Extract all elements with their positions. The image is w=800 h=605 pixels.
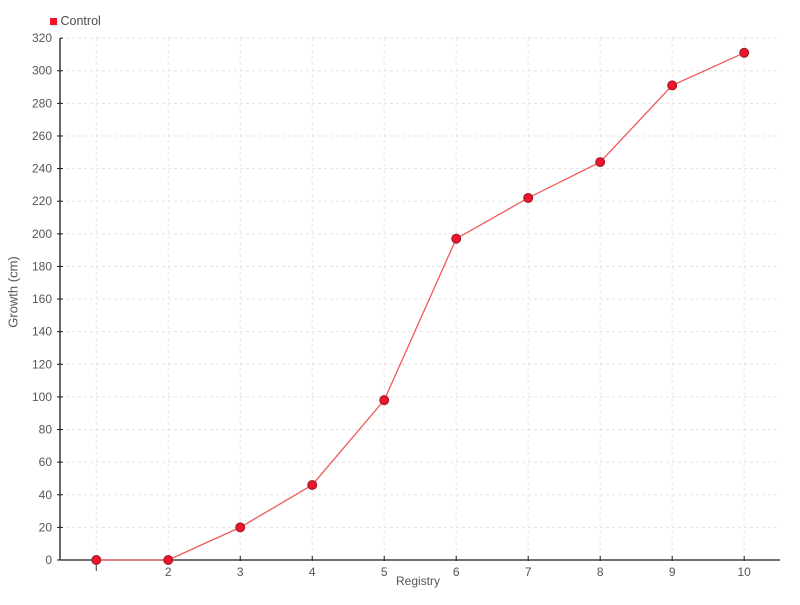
svg-text:220: 220: [32, 194, 52, 208]
svg-text:8: 8: [597, 565, 604, 579]
svg-text:10: 10: [737, 565, 751, 579]
svg-text:300: 300: [32, 64, 52, 78]
svg-text:80: 80: [39, 423, 53, 437]
svg-text:0: 0: [45, 553, 52, 567]
svg-text:260: 260: [32, 129, 52, 143]
svg-text:60: 60: [39, 455, 53, 469]
svg-text:120: 120: [32, 357, 52, 371]
svg-text:140: 140: [32, 325, 52, 339]
svg-text:3: 3: [237, 565, 244, 579]
svg-text:160: 160: [32, 292, 52, 306]
svg-text:20: 20: [39, 520, 53, 534]
svg-text:5: 5: [381, 565, 388, 579]
svg-text:2: 2: [165, 565, 172, 579]
svg-text:9: 9: [669, 565, 676, 579]
svg-text:7: 7: [525, 565, 532, 579]
svg-text:4: 4: [309, 565, 316, 579]
svg-text:180: 180: [32, 259, 52, 273]
svg-text:100: 100: [32, 390, 52, 404]
svg-text:40: 40: [39, 488, 53, 502]
svg-text:6: 6: [453, 565, 460, 579]
svg-text:200: 200: [32, 227, 52, 241]
svg-text:320: 320: [32, 31, 52, 45]
svg-text:280: 280: [32, 96, 52, 110]
svg-text:240: 240: [32, 162, 52, 176]
